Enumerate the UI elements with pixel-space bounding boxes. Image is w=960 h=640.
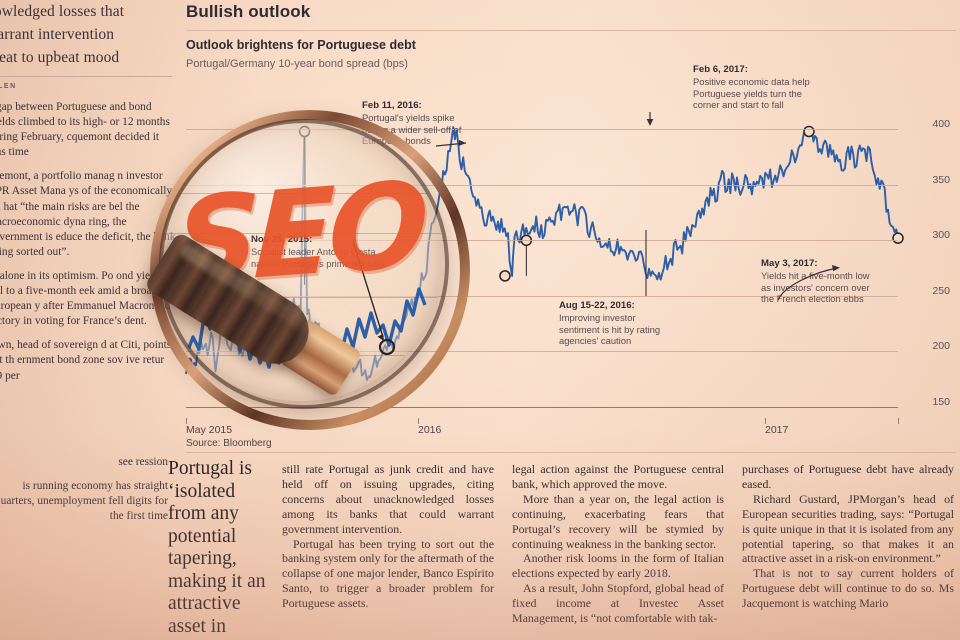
annotation-may-2017: May 3, 2017: Yields hit a five-month low… — [761, 258, 870, 305]
annotation-text-line: agencies' caution — [559, 335, 632, 347]
chart-gridline — [186, 351, 898, 353]
chart-gridline — [186, 240, 898, 242]
yaxis-tick-label: 250 — [932, 284, 950, 297]
chart-subtitle: Portugal/Germany 10-year bond spread (bp… — [186, 58, 408, 70]
body-paragraph: purchases of Portuguese debt have alread… — [742, 462, 954, 491]
body-paragraph: Richard Gustard, JPMorgan’s head of Euro… — [742, 491, 954, 566]
xaxis-label-start: May 2015 — [186, 424, 233, 436]
left-headline-line-3: hreat to upbeat mood — [0, 49, 120, 66]
annotation-text-line: Positive economic data help — [693, 76, 810, 87]
yaxis-tick-label: 150 — [932, 395, 950, 408]
annotation-aug-2016: Aug 15-22, 2016: Improving investor sent… — [559, 300, 660, 347]
chart-title: Outlook brightens for Portuguese debt — [186, 38, 416, 52]
xaxis-tick — [898, 418, 899, 424]
pull-quote: Portugal is ‘isolated from any potential… — [168, 458, 266, 637]
chart-gridline — [186, 184, 898, 186]
annotation-text-line: sentiment is hit by rating — [559, 323, 661, 335]
left-paragraph: ot alone in its optimism. Po ond yields … — [0, 269, 171, 328]
yaxis-tick-label: 300 — [932, 229, 950, 242]
annotation-text-line: Portuguese yields turn the — [693, 87, 802, 99]
left-headline-line-1: nowledged losses that — [0, 3, 125, 20]
body-paragraph: Another risk looms in the form of Italia… — [512, 551, 724, 581]
annotation-text-line: corner and start to fall — [693, 99, 784, 111]
annotation-text-line: European bonds — [362, 135, 431, 147]
data-marker-aug-2016-low — [499, 270, 511, 282]
body-paragraph: Portugal has been trying to sort out the… — [282, 536, 494, 611]
left-column-divider — [0, 76, 172, 77]
annotation-text-line: during a wider sell-off of — [362, 123, 462, 135]
annotation-feb-2017: Feb 6, 2017: Positive economic data help… — [693, 64, 810, 111]
xaxis-label-2016: 2016 — [418, 424, 442, 436]
annotation-date: Aug 15-22, 2016: — [559, 300, 635, 311]
left-paragraph: quemont, a portfolio manag n investor CP… — [0, 170, 176, 258]
annotation-text-line: as investors' concern over — [761, 281, 870, 293]
yaxis-tick-label: 400 — [932, 118, 950, 131]
annotation-feb-2016: Feb 11, 2016: Portugal's yields spike du… — [362, 100, 461, 147]
data-marker-feb-2016 — [298, 125, 311, 138]
annotation-text-line: Yields hit a five-month low — [761, 270, 870, 281]
body-paragraph: still rate Portugal as junk credit and h… — [282, 462, 494, 536]
annotation-text-line: the French election ebbs — [761, 293, 864, 305]
left-body-text: e gap between Portuguese and bond yields… — [0, 100, 178, 384]
data-marker-feb-2017 — [803, 125, 815, 138]
annotation-text-line: Improving investor — [559, 312, 636, 323]
xaxis-tick — [765, 418, 766, 424]
chart-gridline — [186, 295, 898, 297]
left-headline-line-2: warrant intervention — [0, 26, 115, 43]
annotation-date: May 3, 2017: — [761, 258, 818, 269]
body-paragraph: As a result, John Stopford, global head … — [512, 581, 724, 626]
kicker-divider — [186, 30, 956, 31]
left-body-text-lower: see ression is running economy has strai… — [0, 455, 168, 524]
body-paragraph: legal action against the Portuguese cent… — [512, 462, 724, 491]
body-column-3: legal action against the Portuguese cent… — [512, 462, 724, 640]
data-marker-may-2017 — [892, 232, 904, 244]
chart-gridline — [186, 406, 898, 409]
chart-source: Source: Bloomberg — [186, 438, 272, 449]
spread-line-series — [185, 125, 904, 381]
annotation-date: Feb 11, 2016: — [362, 100, 422, 111]
spread-polyline — [185, 126, 899, 381]
body-paragraph: That is not to say current holders of Po… — [742, 566, 954, 611]
left-paragraph: rown, head of sovereign d at Citi, point… — [0, 339, 172, 382]
yaxis-tick-label: 350 — [932, 173, 950, 186]
left-paragraph: is running economy has straight quarters… — [0, 480, 168, 523]
annotation-text-line: Portugal's yields spike — [362, 112, 455, 123]
left-paragraph: e gap between Portuguese and bond yields… — [0, 101, 170, 159]
annotation-date: Feb 6, 2017: — [693, 64, 748, 75]
chart-kicker: Bullish outlook — [186, 2, 311, 21]
left-news-column: nowledged losses that warrant interventi… — [0, 0, 178, 460]
chart-bottom-divider — [186, 452, 956, 453]
xaxis-label-2017: 2017 — [765, 424, 789, 436]
yaxis-tick-label: 200 — [932, 340, 950, 353]
body-column-2: still rate Portugal as junk credit and h… — [282, 462, 494, 640]
body-paragraph: More than a year on, the legal action is… — [512, 491, 724, 551]
body-column-4: purchases of Portuguese debt have alread… — [742, 462, 954, 640]
left-paragraph: see ression — [118, 456, 168, 468]
left-byline: LEN — [0, 83, 17, 90]
chart-gridline — [186, 129, 898, 131]
chart-plot-area: 150 200 250 300 350 400 — [185, 96, 950, 424]
